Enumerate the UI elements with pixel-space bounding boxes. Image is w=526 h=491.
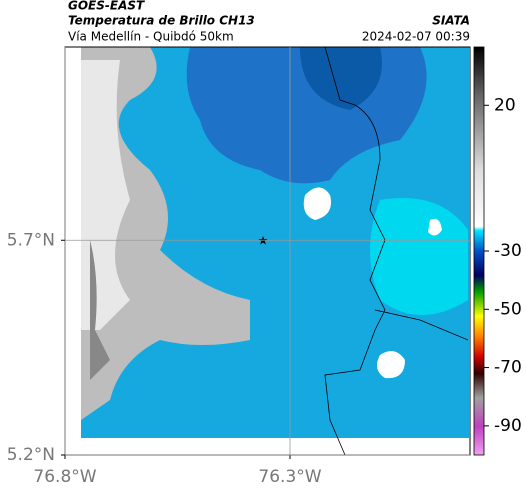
colorbar-tick-label: -90 xyxy=(494,416,522,436)
colorbar-tick-label: 20 xyxy=(494,95,516,115)
warm-region xyxy=(370,198,468,315)
border xyxy=(324,46,386,456)
colorbar-tick-label: -70 xyxy=(494,358,522,378)
y-tick-label: 5.7°N xyxy=(7,230,55,250)
source: SIATA xyxy=(432,14,470,28)
clear-patch xyxy=(303,187,331,220)
cold-region xyxy=(300,47,382,110)
y-tick-label: 5.2°N xyxy=(7,445,55,465)
colorbar-tick-label: -50 xyxy=(494,299,522,319)
product: Temperatura de Brillo CH13 xyxy=(68,14,255,28)
clear-patch xyxy=(428,218,442,236)
region: Vía Medellín - Quibdó 50km xyxy=(68,30,234,44)
border xyxy=(374,309,469,341)
title: GOES-EAST xyxy=(68,0,145,13)
clear-region xyxy=(90,240,110,380)
clear-patch xyxy=(376,351,405,379)
colorbar xyxy=(473,46,485,456)
warm-region xyxy=(81,47,250,420)
colorbar-tick-label: -30 xyxy=(494,241,522,261)
datetime: 2024-02-07 00:39 xyxy=(362,30,470,44)
satellite-image: ★ xyxy=(65,46,470,456)
x-tick-label: 76.3°W xyxy=(258,467,321,487)
x-tick-label: 76.8°W xyxy=(33,467,96,487)
